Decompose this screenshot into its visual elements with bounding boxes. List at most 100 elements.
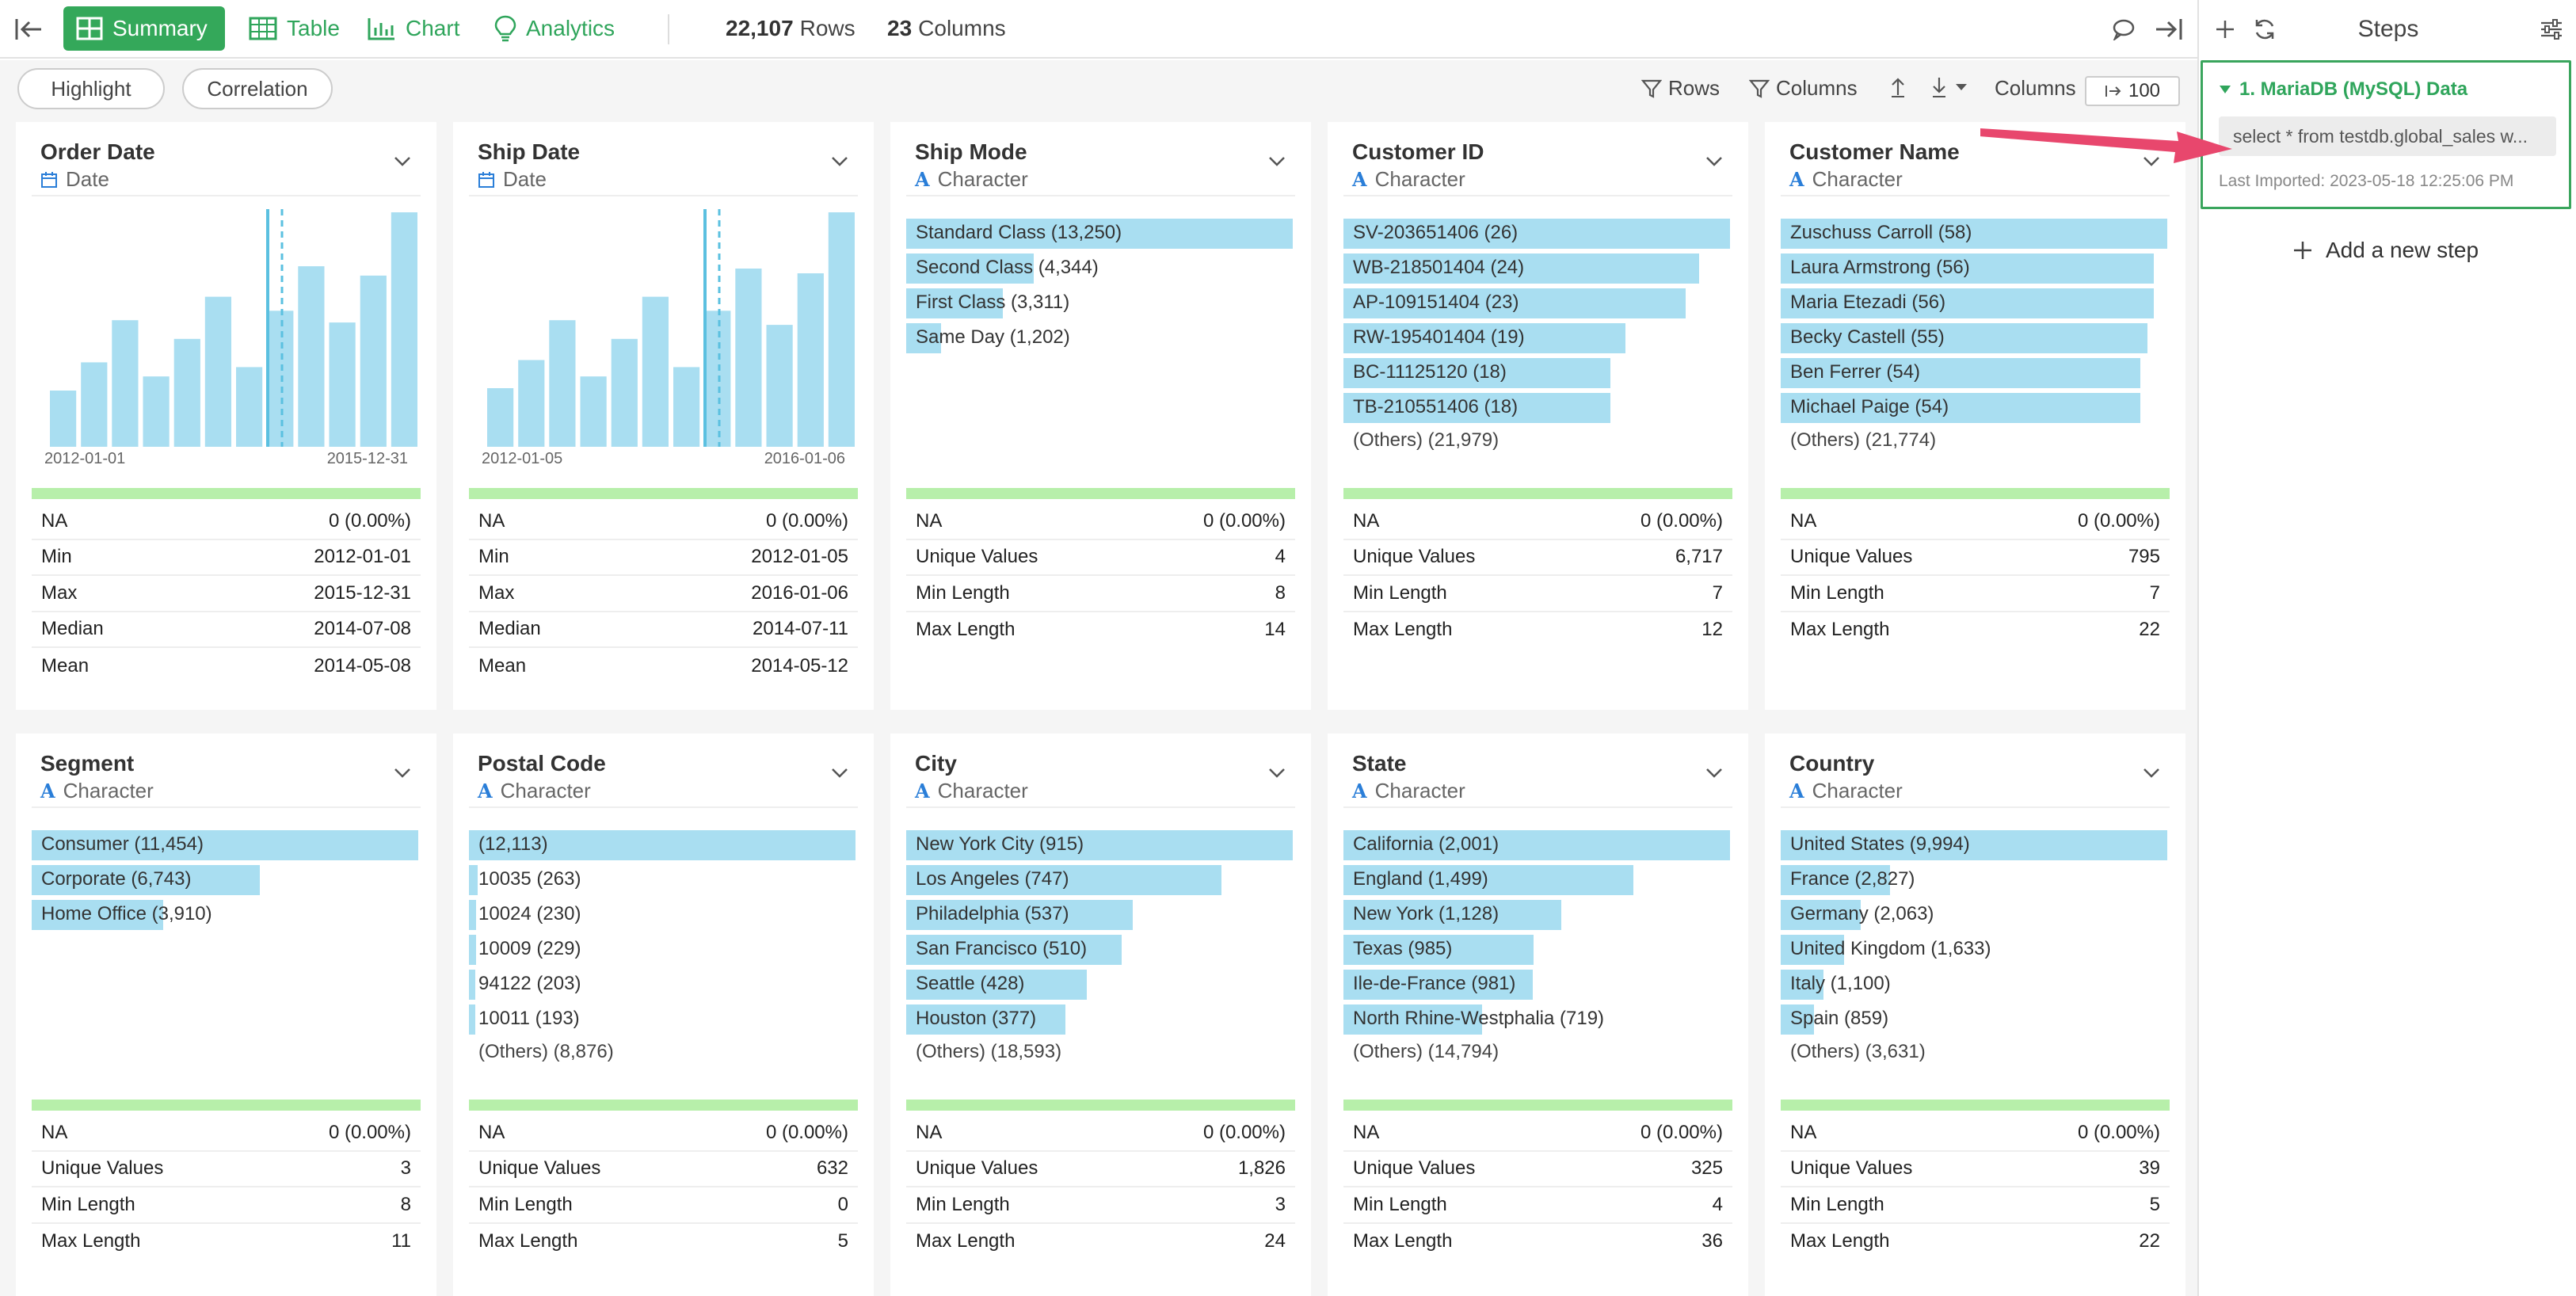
step-name[interactable]: 1. MariaDB (MySQL) Data — [2219, 78, 2467, 101]
value-row[interactable]: United Kingdom (1,633) — [1781, 933, 2167, 968]
chevron-down-icon[interactable] — [829, 151, 850, 171]
histogram-bar[interactable] — [797, 273, 824, 447]
add-step-button[interactable]: Add a new step — [2292, 238, 2479, 263]
sort-ascending-icon[interactable] — [1888, 76, 1907, 98]
value-row[interactable]: WB-218501404 (24) — [1343, 252, 1730, 287]
tab-table[interactable]: Table — [236, 6, 352, 51]
histogram-bar[interactable] — [81, 362, 108, 447]
value-row[interactable]: Germany (2,063) — [1781, 898, 2167, 933]
settings-sliders-icon[interactable] — [2533, 11, 2570, 48]
value-row[interactable]: California (2,001) — [1343, 829, 1730, 863]
value-row[interactable]: 94122 (203) — [469, 968, 855, 1003]
tab-chart[interactable]: Chart — [355, 6, 472, 51]
value-row[interactable]: Los Angeles (747) — [906, 863, 1293, 898]
chevron-down-icon[interactable] — [1267, 762, 1287, 783]
histogram-bar[interactable] — [518, 360, 545, 448]
value-row[interactable]: Spain (859) — [1781, 1003, 2167, 1038]
add-icon[interactable] — [2207, 11, 2243, 48]
value-row[interactable]: Philadelphia (537) — [906, 898, 1293, 933]
value-row[interactable]: Ile-de-France (981) — [1343, 968, 1730, 1003]
comment-icon[interactable] — [2105, 11, 2142, 48]
step-query[interactable]: select * from testdb.global_sales w... — [2219, 116, 2556, 156]
columns-limit-input[interactable]: 100 — [2085, 76, 2180, 106]
histogram-bar[interactable] — [673, 367, 700, 447]
value-row[interactable]: United States (9,994) — [1781, 829, 2167, 863]
histogram-bar[interactable] — [204, 296, 231, 447]
collapse-left-icon[interactable] — [11, 11, 48, 48]
chevron-down-icon[interactable] — [2141, 151, 2162, 171]
value-row[interactable]: Michael Paige (54) — [1781, 391, 2167, 426]
value-row[interactable]: North Rhine-Westphalia (719) — [1343, 1003, 1730, 1038]
value-row[interactable]: RW-195401404 (19) — [1343, 322, 1730, 356]
value-row[interactable]: 10011 (193) — [469, 1003, 855, 1038]
value-row[interactable]: San Francisco (510) — [906, 933, 1293, 968]
value-row[interactable]: First Class (3,311) — [906, 287, 1293, 322]
value-row[interactable]: Corporate (6,743) — [32, 863, 418, 898]
others-label: (Others) (21,979) — [1353, 429, 1499, 451]
histogram-bar[interactable] — [611, 338, 638, 447]
histogram-bar[interactable] — [487, 388, 514, 447]
value-row[interactable]: SV-203651406 (26) — [1343, 217, 1730, 252]
histogram-bar[interactable] — [735, 269, 762, 447]
value-row[interactable]: 10035 (263) — [469, 863, 855, 898]
collapse-right-icon[interactable] — [2150, 11, 2186, 48]
value-row[interactable]: Seattle (428) — [906, 968, 1293, 1003]
value-row[interactable]: Houston (377) — [906, 1003, 1293, 1038]
tab-summary[interactable]: Summary — [63, 6, 225, 51]
histogram-bar[interactable] — [391, 212, 417, 447]
histogram-bar[interactable] — [112, 320, 139, 447]
value-row[interactable]: Laura Armstrong (56) — [1781, 252, 2167, 287]
value-row[interactable]: Becky Castell (55) — [1781, 322, 2167, 356]
highlight-button[interactable]: Highlight — [17, 68, 165, 109]
histogram-bar[interactable] — [704, 311, 731, 447]
value-row[interactable]: Second Class (4,344) — [906, 252, 1293, 287]
histogram-bar[interactable] — [173, 338, 200, 447]
histogram-bar[interactable] — [828, 212, 855, 447]
value-row[interactable]: England (1,499) — [1343, 863, 1730, 898]
value-row[interactable]: AP-109151404 (23) — [1343, 287, 1730, 322]
value-row[interactable]: Zuschuss Carroll (58) — [1781, 217, 2167, 252]
correlation-button[interactable]: Correlation — [182, 68, 333, 109]
histogram-bar[interactable] — [267, 311, 294, 447]
histogram-bar[interactable] — [766, 325, 793, 447]
histogram-bar[interactable] — [580, 376, 607, 447]
value-row[interactable]: 10024 (230) — [469, 898, 855, 933]
columns-filter-button[interactable]: Columns — [1749, 76, 1858, 101]
value-row[interactable]: 10009 (229) — [469, 933, 855, 968]
tab-analytics[interactable]: Analytics — [482, 6, 627, 51]
histogram-bar[interactable] — [50, 391, 77, 447]
value-row[interactable]: Maria Etezadi (56) — [1781, 287, 2167, 322]
value-row[interactable]: Texas (985) — [1343, 933, 1730, 968]
histogram-bar[interactable] — [549, 320, 576, 447]
value-row[interactable]: France (2,827) — [1781, 863, 2167, 898]
chevron-down-icon[interactable] — [1704, 151, 1724, 171]
value-row[interactable]: (12,113) — [469, 829, 855, 863]
value-row[interactable]: New York City (915) — [906, 829, 1293, 863]
value-row[interactable]: BC-11125120 (18) — [1343, 356, 1730, 391]
chevron-down-icon[interactable] — [392, 762, 413, 783]
rows-filter-button[interactable]: Rows — [1641, 76, 1720, 101]
chevron-down-icon[interactable] — [392, 151, 413, 171]
histogram-bar[interactable] — [143, 376, 170, 447]
value-row[interactable]: New York (1,128) — [1343, 898, 1730, 933]
sort-descending-dropdown[interactable] — [1930, 76, 1968, 98]
value-frequency-list: New York City (915) Los Angeles (747) Phil… — [906, 829, 1293, 1062]
value-row[interactable]: Ben Ferrer (54) — [1781, 356, 2167, 391]
histogram-bar[interactable] — [329, 322, 356, 447]
value-row[interactable]: Consumer (11,454) — [32, 829, 418, 863]
refresh-icon[interactable] — [2246, 11, 2283, 48]
value-row[interactable]: Standard Class (13,250) — [906, 217, 1293, 252]
value-row[interactable]: TB-210551406 (18) — [1343, 391, 1730, 426]
chevron-down-icon[interactable] — [1267, 151, 1287, 171]
histogram-bar[interactable] — [360, 275, 387, 447]
histogram-bar[interactable] — [298, 266, 325, 447]
histogram-bar[interactable] — [236, 367, 263, 447]
histogram-bar[interactable] — [642, 296, 669, 447]
chevron-down-icon[interactable] — [1704, 762, 1724, 783]
value-row[interactable]: Home Office (3,910) — [32, 898, 418, 933]
value-row[interactable]: Italy (1,100) — [1781, 968, 2167, 1003]
chevron-down-icon[interactable] — [2141, 762, 2162, 783]
step-card[interactable]: 1. MariaDB (MySQL) Data select * from te… — [2201, 60, 2571, 209]
value-row[interactable]: Same Day (1,202) — [906, 322, 1293, 356]
chevron-down-icon[interactable] — [829, 762, 850, 783]
